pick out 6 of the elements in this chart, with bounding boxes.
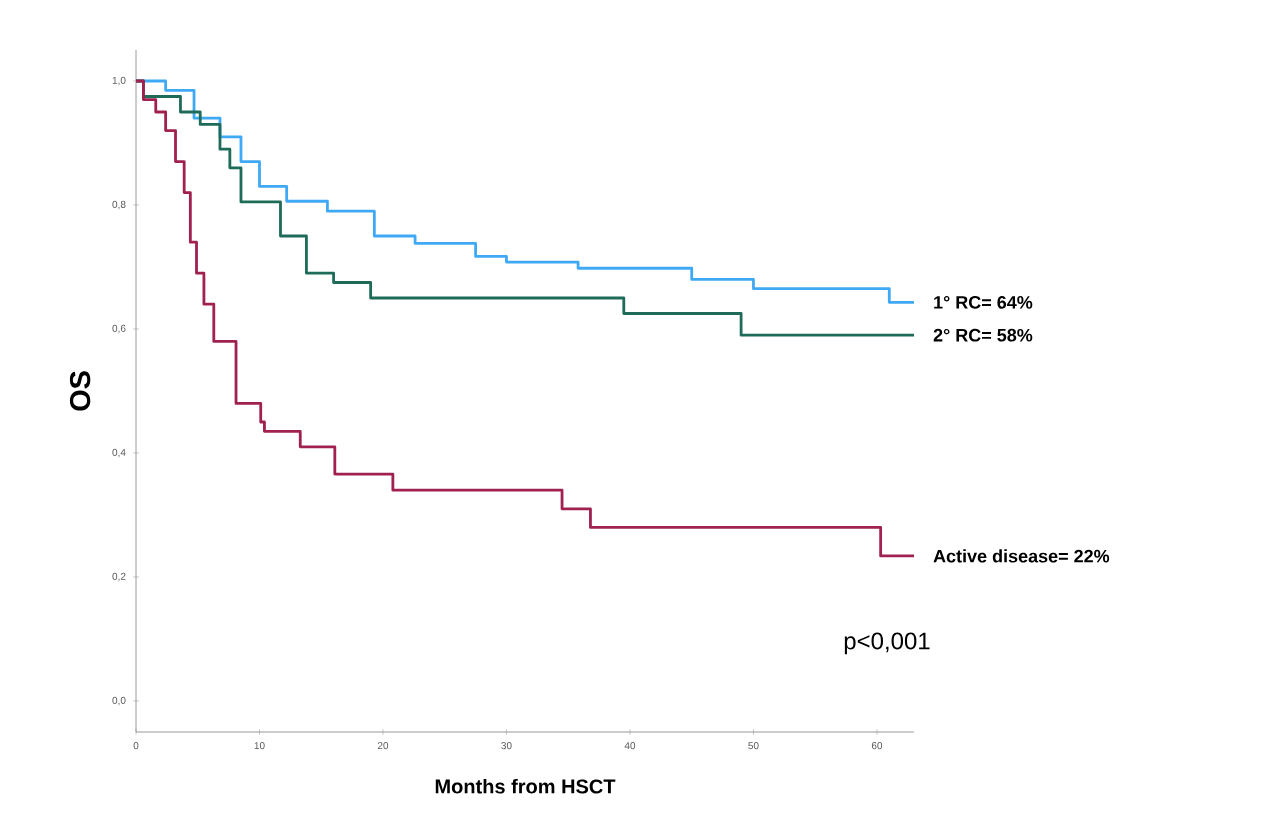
series-label: Active disease= 22% <box>933 549 1110 563</box>
series-label: 2° RC= 58% <box>933 328 1033 342</box>
series-label: 1° RC= 64% <box>934 295 1033 309</box>
annotation: p<0,001 <box>844 632 930 655</box>
x-axis-title: Months from HSCT <box>435 778 616 794</box>
y-axis-title: OS <box>69 371 91 411</box>
